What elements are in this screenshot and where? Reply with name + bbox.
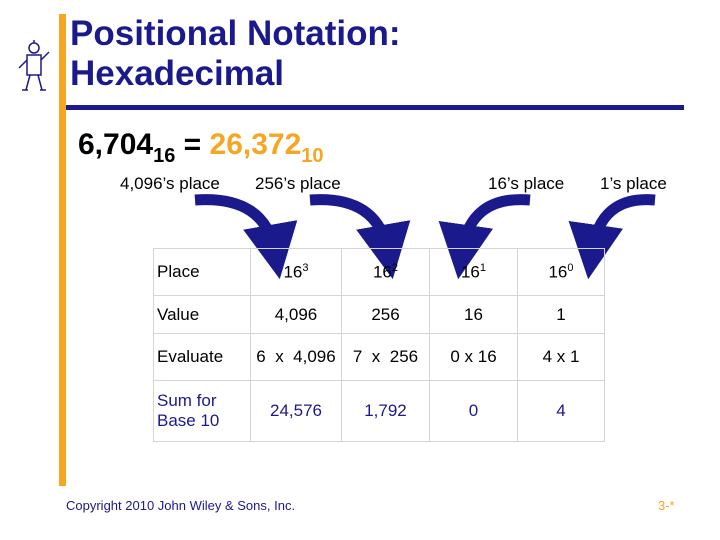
place-label-16: 16’s place	[488, 174, 565, 193]
sum-cell: 24,576	[250, 380, 342, 442]
stick-figure-icon	[18, 40, 50, 91]
place-cell: 163	[250, 248, 342, 296]
place-label-256: 256’s place	[255, 174, 341, 193]
table-row: Evaluate 6 x 4,096 7 x 256 0 x 16 4 x 1	[153, 333, 605, 381]
place-label-1: 1’s place	[600, 174, 667, 193]
row-header-place: Place	[153, 248, 251, 296]
curved-arrow-icon	[438, 194, 531, 280]
curved-arrow-icon	[309, 194, 411, 280]
table-row: Place 163 162 161 160	[153, 248, 605, 296]
hex-base-subscript: 16	[153, 145, 176, 167]
vertical-accent-bar	[59, 14, 66, 486]
hex-number: 6,704	[78, 128, 154, 161]
title-line-1: Positional Notation:	[70, 14, 401, 53]
row-header-value: Value	[153, 295, 251, 334]
equals-sign: =	[175, 128, 210, 161]
title-underline-bar	[66, 105, 684, 110]
place-label-4096: 4,096’s place	[120, 174, 220, 193]
value-cell: 256	[341, 295, 430, 334]
evaluate-cell: 6 x 4,096	[250, 333, 342, 381]
value-cell: 16	[429, 295, 518, 334]
value-cell: 1	[517, 295, 605, 334]
title-line-2: Hexadecimal	[70, 54, 285, 93]
place-cell: 160	[517, 248, 605, 296]
sum-cell: 0	[429, 380, 518, 442]
copyright-notice: Copyright 2010 John Wiley & Sons, Inc.	[66, 498, 296, 513]
row-header-sum: Sum for Base 10	[153, 380, 251, 442]
slide-number: 3-*	[658, 498, 675, 513]
place-cell: 162	[341, 248, 430, 296]
evaluate-cell: 7 x 256	[341, 333, 430, 381]
place-value-table: Place 163 162 161 160 Value 4,096 256 16…	[153, 248, 605, 442]
sum-cell: 4	[517, 380, 605, 442]
curved-arrow-icon	[568, 194, 656, 280]
place-cell: 161	[429, 248, 518, 296]
evaluate-cell: 4 x 1	[517, 333, 605, 381]
decimal-number: 26,372	[209, 128, 302, 161]
value-cell: 4,096	[250, 295, 342, 334]
table-row: Sum for Base 10 24,576 1,792 0 4	[153, 380, 605, 442]
sum-cell: 1,792	[341, 380, 430, 442]
table-row: Value 4,096 256 16 1	[153, 295, 605, 334]
row-header-evaluate: Evaluate	[153, 333, 251, 381]
conversion-equation: 6,70416 = 26,37210	[78, 128, 324, 168]
curved-arrow-icon	[194, 194, 298, 280]
evaluate-cell: 0 x 16	[429, 333, 518, 381]
page-title: Positional Notation: Hexadecimal	[70, 14, 401, 94]
decimal-base-subscript: 10	[301, 145, 324, 167]
